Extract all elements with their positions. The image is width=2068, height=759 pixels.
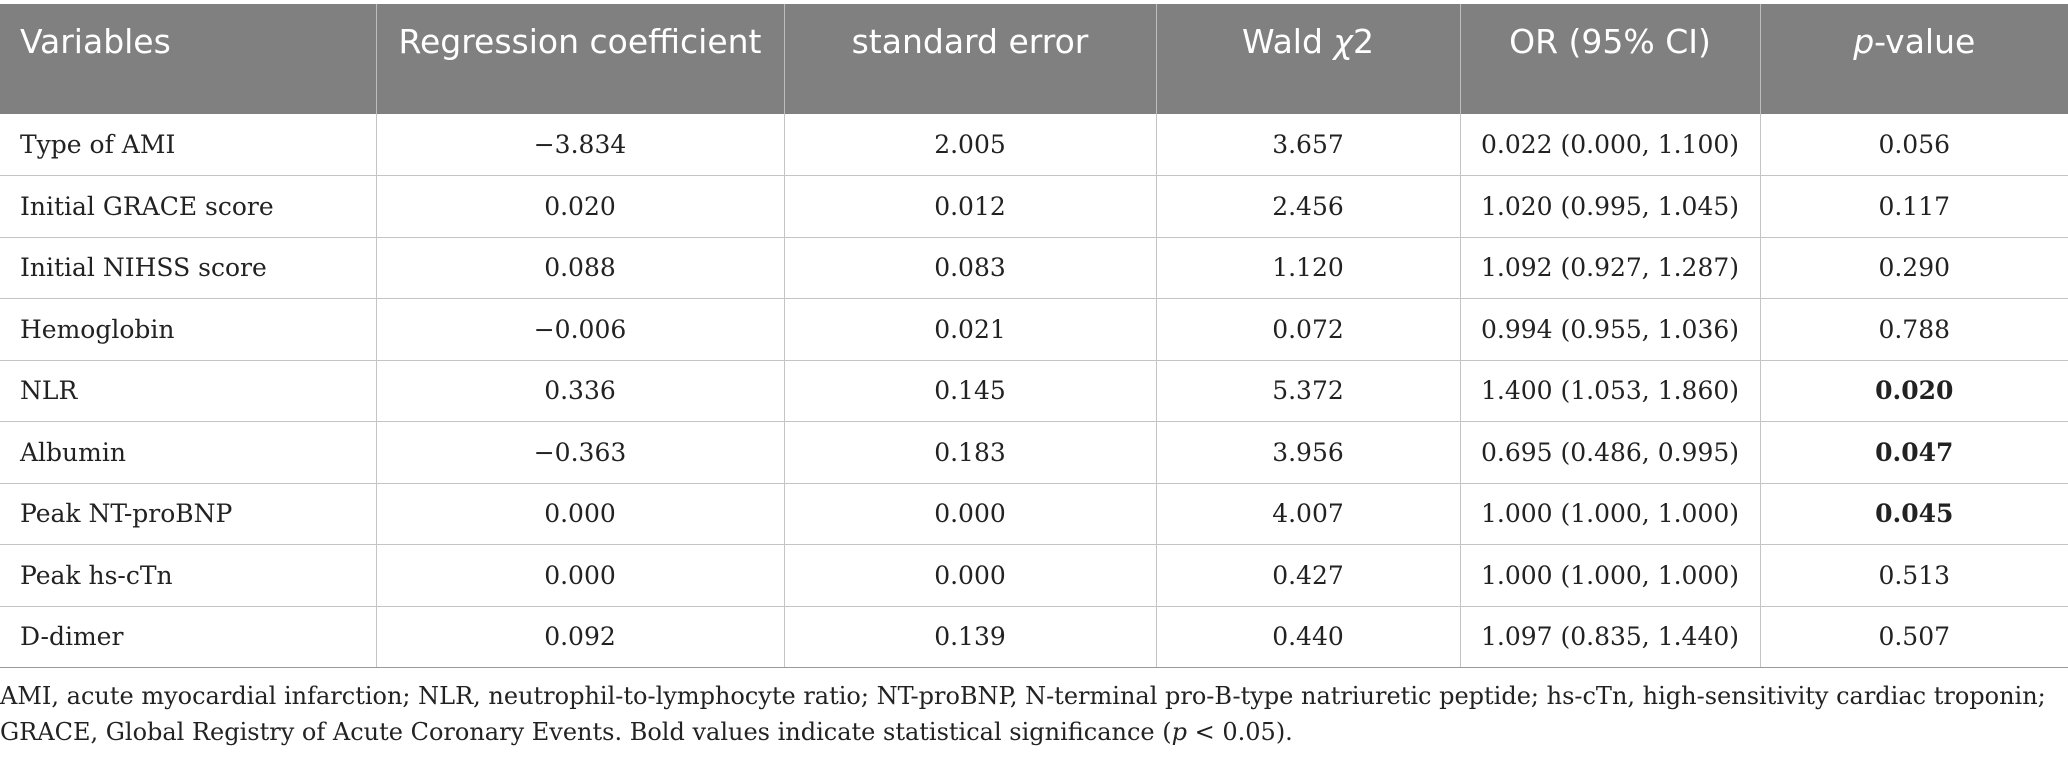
cell-regression-coefficient: 0.000 (375, 483, 784, 545)
table-row: D-dimer 0.092 0.139 0.440 1.097 (0.835, 1.44… (0, 606, 2068, 668)
cell-variable: Hemoglobin (0, 298, 376, 361)
table-row: Type of AMI −3.834 2.005 3.657 0.022 (0.000,… (0, 114, 2068, 176)
header-variables-label: Variables (20, 22, 171, 61)
header-variables: Variables (0, 4, 376, 114)
cell-variable: Initial NIHSS score (0, 237, 376, 299)
cell-p-value: 0.290 (1759, 237, 2068, 299)
table-header: Variables Regression coefficient standar… (0, 4, 2068, 114)
cell-or-ci: 1.092 (0.927, 1.287) (1459, 237, 1760, 299)
footnote-text-before: AMI, acute myocardial infarction; NLR, n… (0, 682, 2046, 746)
table-row: Initial NIHSS score 0.088 0.083 1.120 1.092 … (0, 237, 2068, 299)
cell-regression-coefficient: 0.020 (375, 175, 784, 238)
cell-standard-error: 2.005 (783, 114, 1156, 176)
cell-standard-error: 0.021 (783, 298, 1156, 361)
cell-standard-error: 0.000 (783, 544, 1156, 607)
table-row: NLR 0.336 0.145 5.372 1.400 (1.053, 1.860) 0.… (0, 360, 2068, 422)
table-row: Initial GRACE score 0.020 0.012 2.456 1.020 … (0, 175, 2068, 238)
cell-p-value: 0.045 (1759, 483, 2068, 545)
header-wald-prefix: Wald (1242, 22, 1334, 61)
cell-regression-coefficient: 0.000 (375, 544, 784, 607)
cell-variable: NLR (0, 360, 376, 422)
cell-wald-chi2: 0.072 (1155, 298, 1460, 361)
cell-p-value: 0.047 (1759, 421, 2068, 484)
cell-variable: D-dimer (0, 606, 376, 668)
cell-wald-chi2: 5.372 (1155, 360, 1460, 422)
cell-p-value: 0.507 (1759, 606, 2068, 668)
cell-variable: Peak NT-proBNP (0, 483, 376, 545)
cell-regression-coefficient: −3.834 (375, 114, 784, 176)
cell-or-ci: 1.400 (1.053, 1.860) (1459, 360, 1760, 422)
cell-wald-chi2: 4.007 (1155, 483, 1460, 545)
header-standard-error-label: standard error (851, 22, 1089, 61)
table-footnote: AMI, acute myocardial infarction; NLR, n… (0, 678, 2050, 750)
table-body: Type of AMI −3.834 2.005 3.657 0.022 (0.000,… (0, 114, 2068, 668)
table-row: Peak hs-cTn 0.000 0.000 0.427 1.000 (1.000, … (0, 544, 2068, 607)
regression-table: Variables Regression coefficient standar… (0, 4, 2068, 668)
cell-wald-chi2: 0.427 (1155, 544, 1460, 607)
cell-wald-chi2: 3.657 (1155, 114, 1460, 176)
cell-regression-coefficient: 0.336 (375, 360, 784, 422)
header-wald-chi2: Wald χ2 (1155, 4, 1460, 114)
table-row: Hemoglobin −0.006 0.021 0.072 0.994 (0.955, … (0, 298, 2068, 361)
cell-or-ci: 0.994 (0.955, 1.036) (1459, 298, 1760, 361)
footnote-text-after: < 0.05). (1187, 718, 1293, 746)
cell-or-ci: 1.020 (0.995, 1.045) (1459, 175, 1760, 238)
cell-standard-error: 0.012 (783, 175, 1156, 238)
cell-regression-coefficient: −0.006 (375, 298, 784, 361)
cell-p-value: 0.020 (1759, 360, 2068, 422)
footnote-p-symbol: p (1171, 718, 1188, 746)
cell-regression-coefficient: 0.088 (375, 237, 784, 299)
cell-p-value: 0.513 (1759, 544, 2068, 607)
cell-regression-coefficient: −0.363 (375, 421, 784, 484)
cell-or-ci: 1.000 (1.000, 1.000) (1459, 544, 1760, 607)
table-row: Peak NT-proBNP 0.000 0.000 4.007 1.000 (1.00… (0, 483, 2068, 545)
header-wald-chi-symbol: χ (1333, 22, 1353, 61)
cell-standard-error: 0.083 (783, 237, 1156, 299)
header-or-ci: OR (95% CI) (1459, 4, 1760, 114)
cell-variable: Albumin (0, 421, 376, 484)
cell-standard-error: 0.000 (783, 483, 1156, 545)
header-standard-error: standard error (783, 4, 1156, 114)
cell-regression-coefficient: 0.092 (375, 606, 784, 668)
cell-variable: Initial GRACE score (0, 175, 376, 238)
cell-standard-error: 0.183 (783, 421, 1156, 484)
cell-wald-chi2: 2.456 (1155, 175, 1460, 238)
cell-p-value: 0.117 (1759, 175, 2068, 238)
cell-standard-error: 0.145 (783, 360, 1156, 422)
header-p-value: p-value (1759, 4, 2068, 114)
regression-table-container: Variables Regression coefficient standar… (0, 4, 2068, 668)
header-wald-suffix: 2 (1352, 22, 1374, 61)
cell-p-value: 0.056 (1759, 114, 2068, 176)
cell-variable: Peak hs-cTn (0, 544, 376, 607)
cell-or-ci: 0.022 (0.000, 1.100) (1459, 114, 1760, 176)
cell-variable: Type of AMI (0, 114, 376, 176)
table-row: Albumin −0.363 0.183 3.956 0.695 (0.486, 0.9… (0, 421, 2068, 484)
header-p-suffix: -value (1874, 22, 1976, 61)
cell-or-ci: 0.695 (0.486, 0.995) (1459, 421, 1760, 484)
cell-standard-error: 0.139 (783, 606, 1156, 668)
cell-wald-chi2: 3.956 (1155, 421, 1460, 484)
cell-or-ci: 1.097 (0.835, 1.440) (1459, 606, 1760, 668)
header-p-symbol: p (1853, 22, 1875, 61)
header-or-ci-label: OR (95% CI) (1509, 22, 1711, 61)
header-row: Variables Regression coefficient standar… (0, 4, 2068, 114)
cell-p-value: 0.788 (1759, 298, 2068, 361)
header-regression-coefficient-label: Regression coefficient (398, 22, 762, 61)
header-regression-coefficient: Regression coefficient (375, 4, 784, 114)
cell-or-ci: 1.000 (1.000, 1.000) (1459, 483, 1760, 545)
cell-wald-chi2: 0.440 (1155, 606, 1460, 668)
cell-wald-chi2: 1.120 (1155, 237, 1460, 299)
